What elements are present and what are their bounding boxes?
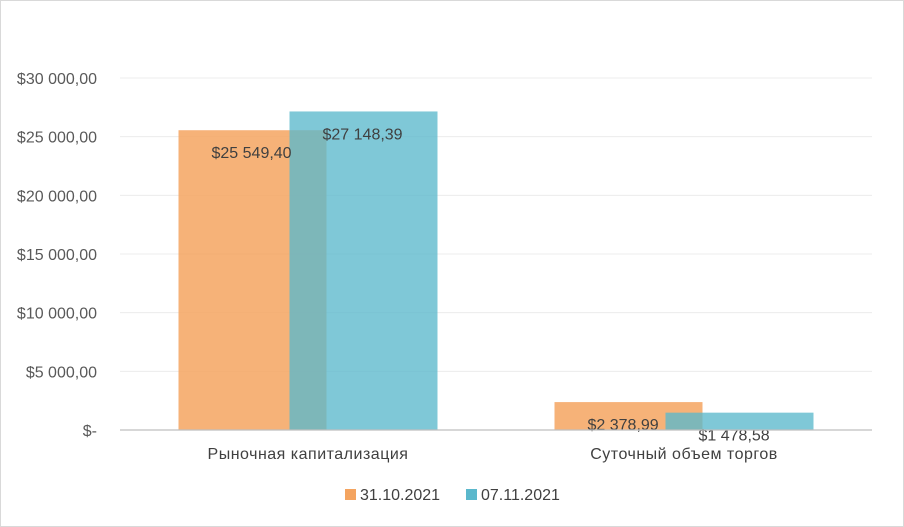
y-tick-label: $25 000,00	[17, 130, 97, 147]
bar-series-2	[289, 111, 438, 430]
y-tick-label: $20 000,00	[17, 188, 97, 205]
y-axis: $- $5 000,00 $10 000,00 $15 000,00 $20 000,0…	[17, 71, 97, 440]
data-label: $2 378,99	[588, 417, 659, 434]
bars	[178, 111, 814, 430]
legend-swatch	[466, 489, 477, 500]
bar-series-2	[665, 412, 814, 430]
legend-label: 07.11.2021	[481, 487, 560, 504]
data-label: $25 549,40	[212, 145, 292, 162]
y-tick-label: $5 000,00	[26, 364, 97, 381]
legend: 31.10.2021 07.11.2021	[345, 487, 560, 504]
data-labels: $25 549,40 $27 148,39 $2 378,99 $1 478,58	[212, 126, 770, 444]
x-category-label: Суточный объем торгов	[590, 446, 778, 463]
x-axis: Рыночная капитализация Суточный объем тор…	[120, 429, 872, 463]
x-category-label: Рыночная капитализация	[208, 446, 409, 463]
legend-swatch	[345, 489, 356, 500]
y-tick-label: $30 000,00	[17, 71, 97, 88]
y-tick-label: $10 000,00	[17, 306, 97, 323]
data-label: $1 478,58	[699, 428, 770, 445]
legend-label: 31.10.2021	[360, 487, 440, 504]
y-tick-label: $15 000,00	[17, 247, 97, 264]
data-label: $27 148,39	[323, 126, 403, 143]
y-tick-label: $-	[83, 423, 97, 440]
